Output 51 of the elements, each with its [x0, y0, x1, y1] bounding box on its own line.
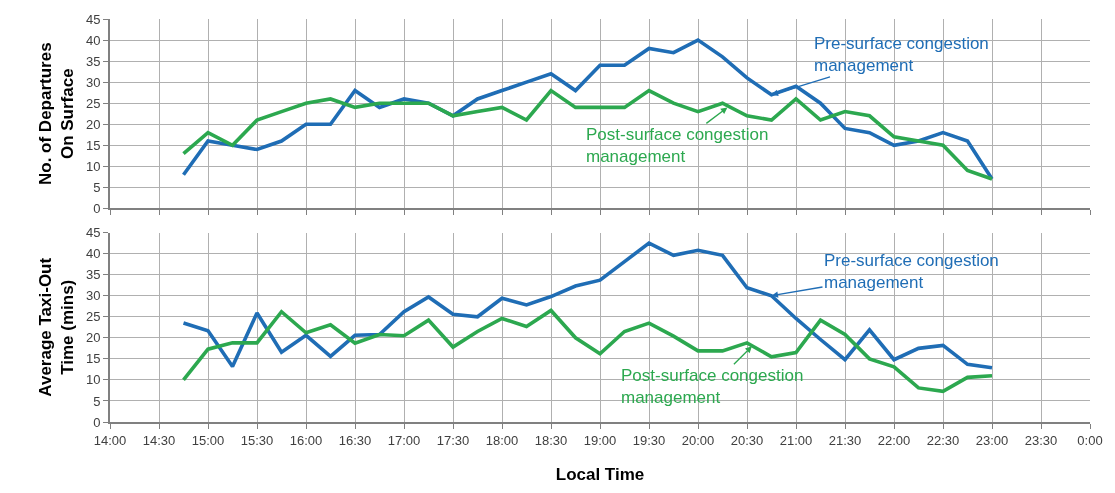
x-tick-label: 20:30	[730, 432, 764, 448]
y-tick-label: 40	[85, 32, 101, 48]
y-tick-label: 10	[85, 158, 101, 174]
y-tick-label: 25	[85, 309, 101, 325]
y-tick-label: 20	[85, 116, 101, 132]
line-series	[181, 308, 994, 394]
x-tick-label: 19:00	[583, 432, 617, 448]
x-tick-label: 22:30	[926, 432, 960, 448]
y-tick-label: 35	[85, 267, 101, 283]
x-tick-label: 22:00	[877, 432, 911, 448]
x-tick-label: 16:00	[289, 432, 323, 448]
y-tick-label: 0	[93, 200, 101, 216]
y-tick-label: 10	[85, 372, 101, 388]
y-tick-label: 25	[85, 95, 101, 111]
line-series	[181, 38, 994, 181]
annotation: Pre-surface congestion management	[824, 251, 999, 293]
y-tick-label: 40	[85, 246, 101, 262]
x-tick-label: 23:00	[975, 432, 1009, 448]
x-tick-label: 18:00	[485, 432, 519, 448]
annotation: Post-surface congestion management	[621, 366, 804, 408]
y-tick-label: 35	[85, 53, 101, 69]
y-tick-label: 5	[93, 179, 101, 195]
x-tick-label: 0:00	[1077, 432, 1103, 448]
x-tick-label: 23:30	[1024, 432, 1058, 448]
x-tick-label: 17:30	[436, 432, 470, 448]
x-tick-label: 20:00	[681, 432, 715, 448]
x-tick-label: 19:30	[632, 432, 666, 448]
x-tick-label: 14:00	[93, 432, 127, 448]
x-tick-label: 17:00	[387, 432, 421, 448]
y-tick-label: 45	[85, 11, 101, 27]
line-series	[181, 88, 994, 181]
x-axis-title: Local Time	[555, 465, 645, 485]
y-tick-label: 5	[93, 393, 101, 409]
annotation: Pre-surface congestion management	[814, 34, 989, 76]
y-tick-label: 45	[85, 225, 101, 241]
x-tick-label: 21:00	[779, 432, 813, 448]
y-tick-label: 20	[85, 330, 101, 346]
y-axis-title: No. of Departures On Surface	[35, 42, 77, 186]
x-tick-label: 21:30	[828, 432, 862, 448]
y-tick-label: 15	[85, 137, 101, 153]
x-tick-label: 15:00	[191, 432, 225, 448]
x-tick-label: 18:30	[534, 432, 568, 448]
x-tick-label: 16:30	[338, 432, 372, 448]
x-tick-label: 14:30	[142, 432, 176, 448]
y-axis-title: Average Taxi-Out Time (mins)	[35, 257, 77, 397]
y-tick-label: 0	[93, 414, 101, 430]
annotation: Post-surface congestion management	[586, 125, 769, 167]
x-tick-label: 15:30	[240, 432, 274, 448]
y-tick-label: 15	[85, 351, 101, 367]
y-tick-label: 30	[85, 74, 101, 90]
y-tick-label: 30	[85, 288, 101, 304]
